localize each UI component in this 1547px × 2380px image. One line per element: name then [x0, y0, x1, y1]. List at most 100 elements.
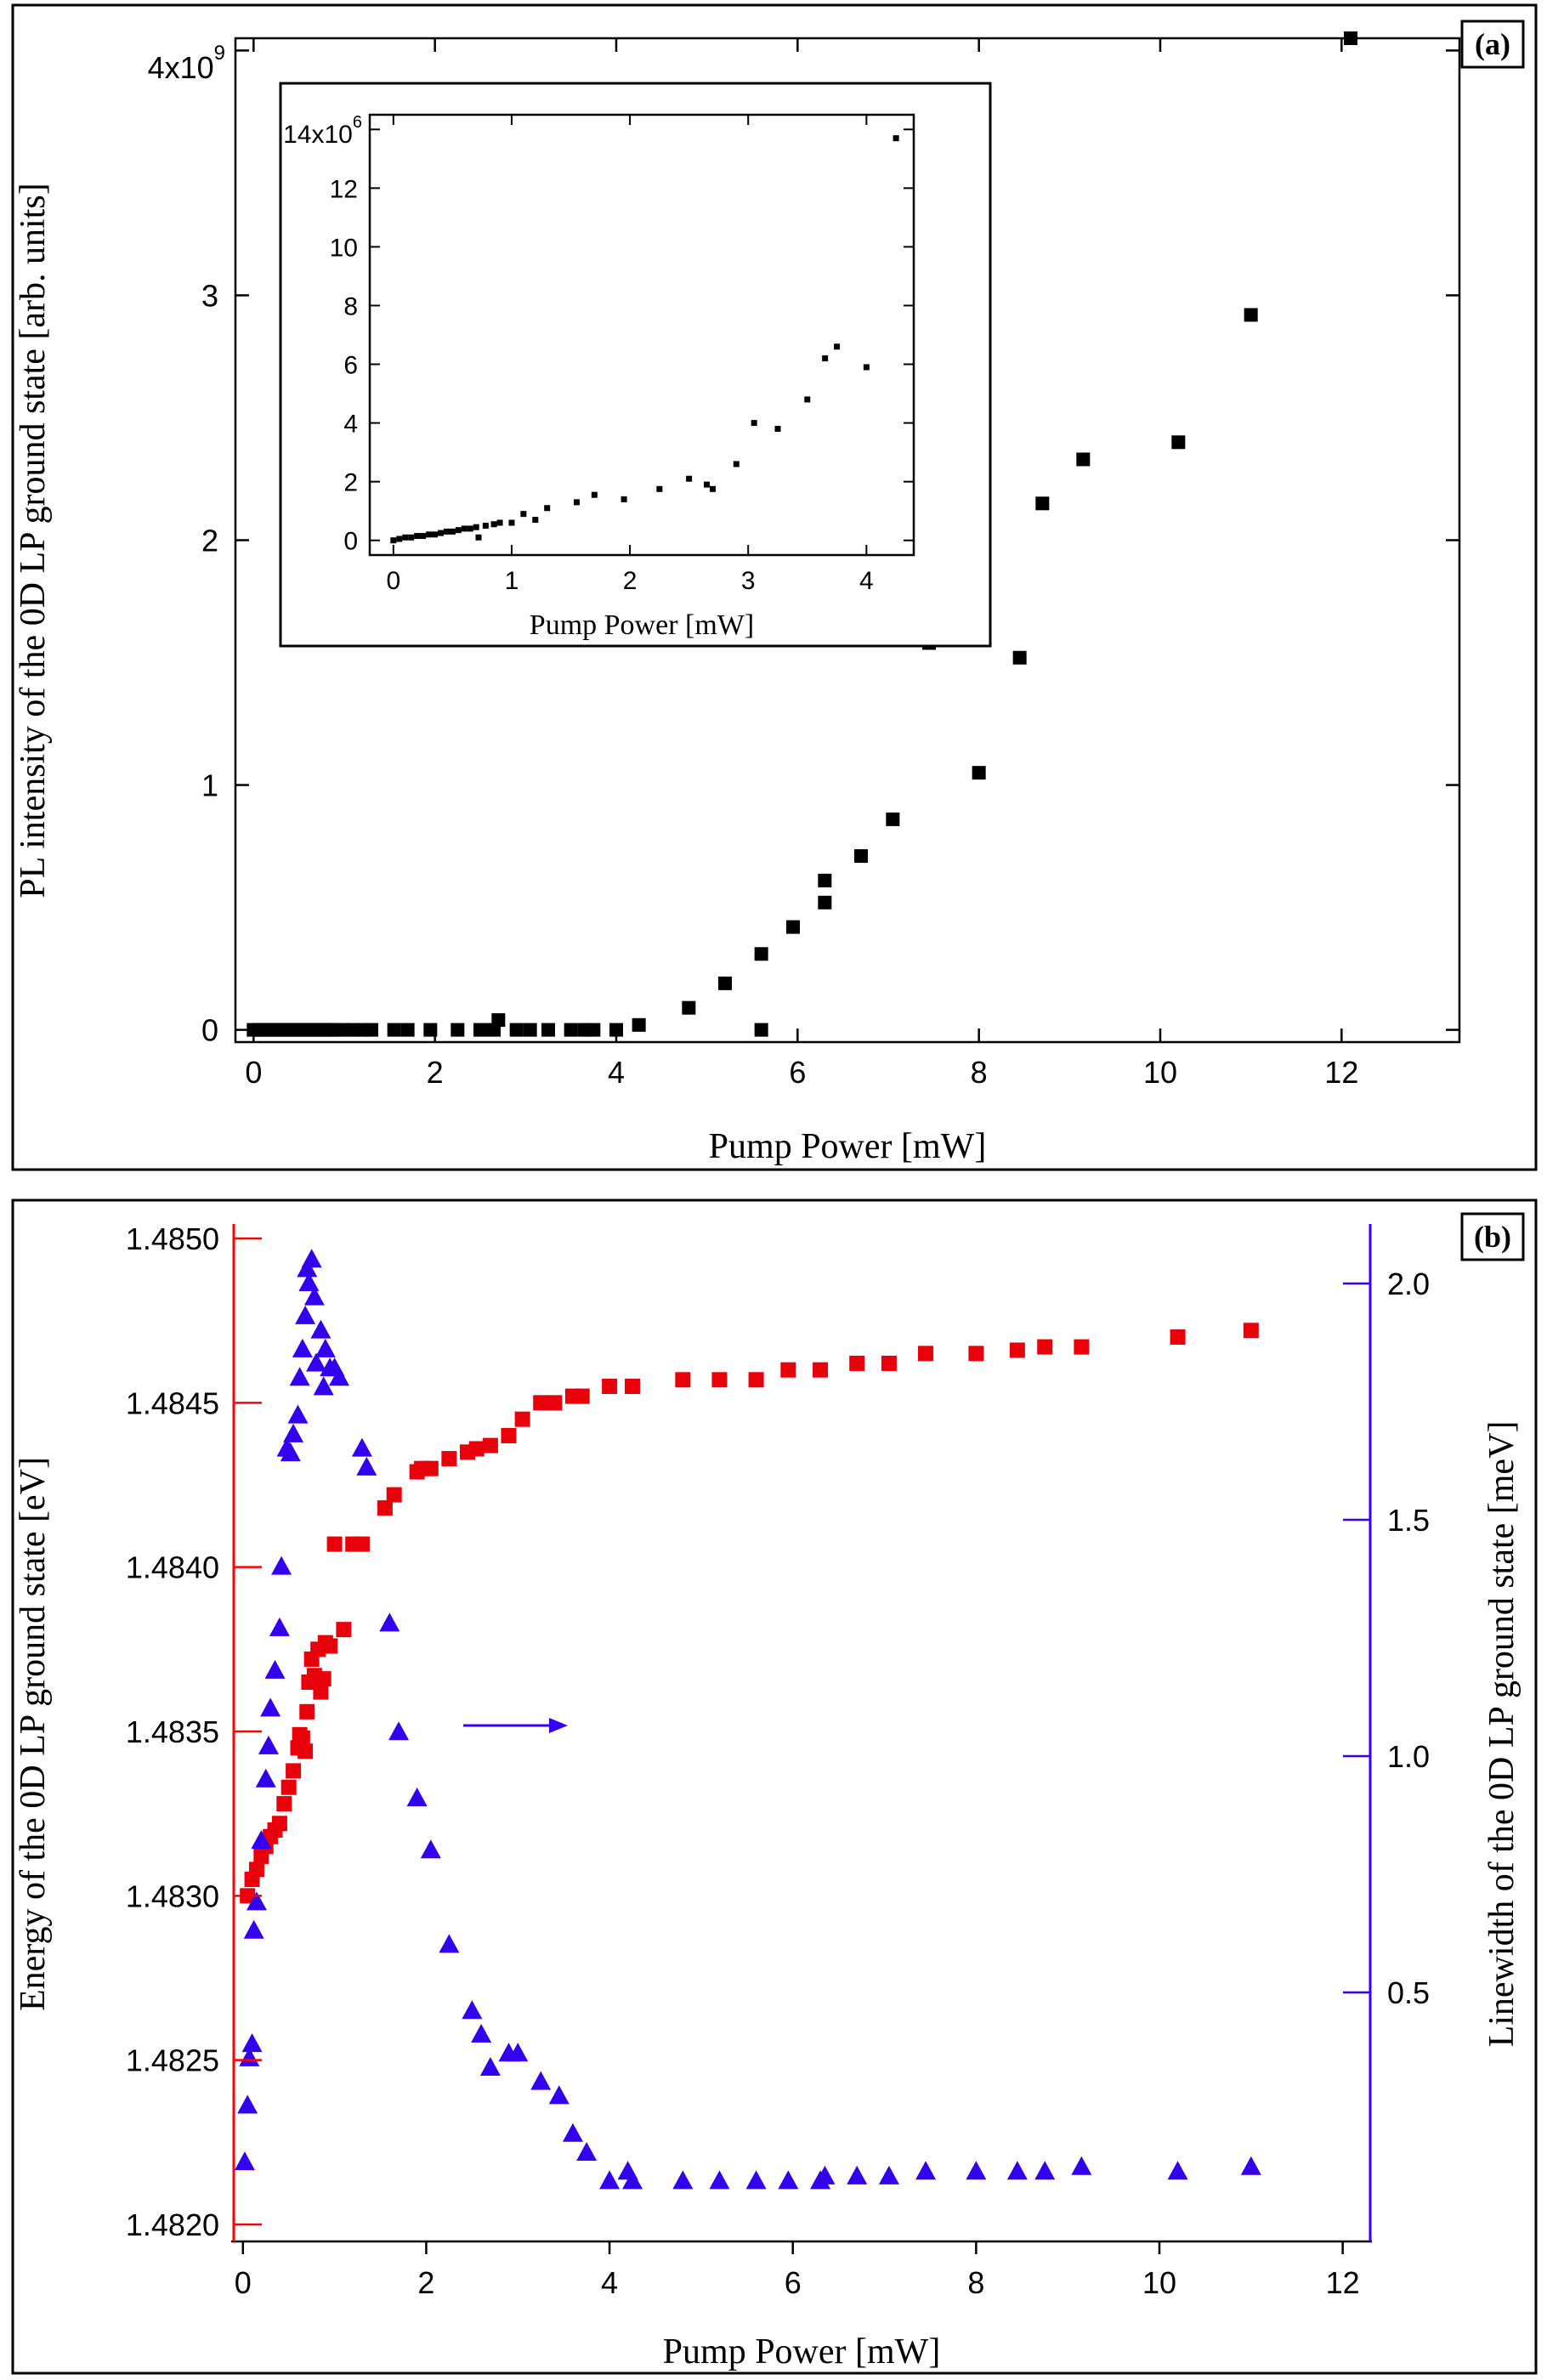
- inset-y-tick-label: 10: [330, 234, 358, 262]
- panel-a-x-tick-label: 0: [245, 1055, 262, 1090]
- linewidth-point: [260, 1697, 281, 1717]
- energy-point: [354, 1536, 370, 1552]
- inset-point: [390, 537, 397, 544]
- linewidth-point: [356, 1456, 377, 1476]
- linewidth-point: [471, 2024, 492, 2043]
- inset-data-points: [390, 135, 899, 544]
- inset-y-tick-label: 8: [343, 292, 358, 320]
- panel-a-frame: [11, 3, 1538, 1171]
- panel-a-point: [754, 947, 768, 961]
- panel-b: 0 2 4 6 8 10 12 1.4820 1.4825 1.4830 1.4835 1.4840 1…: [11, 1198, 1538, 2375]
- energy-point: [501, 1428, 517, 1443]
- energy-point: [813, 1362, 829, 1378]
- inset-frame: [279, 82, 992, 648]
- inset-point: [449, 528, 456, 535]
- panel-a-point: [1076, 452, 1091, 467]
- energy-point: [298, 1743, 314, 1760]
- inset-point: [467, 525, 473, 532]
- inset-point: [751, 420, 757, 427]
- panel-b-x-tick-label: 10: [1142, 2265, 1176, 2300]
- panel-a-point: [632, 1017, 646, 1032]
- panel-a-point: [818, 895, 832, 910]
- panel-b-right-tick-label: 0.5: [1387, 1975, 1430, 2010]
- energy-point: [881, 1355, 897, 1371]
- linewidth-point: [314, 1338, 336, 1357]
- linewidth-point: [258, 1735, 279, 1754]
- linewidth-point: [878, 2165, 899, 2184]
- linewidth-point: [289, 1367, 310, 1386]
- linewidth-point: [388, 1721, 410, 1741]
- linewidth-point: [814, 2165, 836, 2184]
- panel-a-point: [523, 1023, 537, 1037]
- panel-a-point: [473, 1023, 487, 1037]
- panel-b-x-tick-label: 6: [785, 2265, 802, 2300]
- energy-point: [315, 1671, 332, 1687]
- energy-point: [286, 1763, 302, 1779]
- inset-x-tick-label: 1: [505, 567, 519, 595]
- energy-point: [533, 1395, 549, 1411]
- inset-point: [709, 485, 716, 492]
- panel-a-point: [1344, 31, 1357, 45]
- energy-point: [441, 1451, 457, 1467]
- linewidth-point: [439, 1934, 460, 1953]
- panel-a-y-tick-label: 1: [201, 768, 218, 803]
- inset-point: [834, 343, 841, 350]
- panel-b-left-tick-label: 1.4840: [126, 1550, 219, 1585]
- energy-point: [849, 1355, 865, 1371]
- inset-point: [686, 475, 693, 482]
- energy-point: [336, 1622, 352, 1638]
- panel-b-right-axis-label: Linewidth of the 0D LP ground state [meV…: [1482, 1421, 1522, 2048]
- energy-point: [468, 1441, 484, 1457]
- panel-b-left-tick-label: 1.4820: [126, 2207, 219, 2242]
- panel-a-x-axis-label: Pump Power [mW]: [709, 1127, 987, 1166]
- energy-point: [386, 1487, 402, 1503]
- panel-a-point: [509, 1023, 524, 1037]
- linewidth-point: [287, 1404, 309, 1424]
- panel-a-point: [854, 849, 868, 864]
- inset-point: [774, 426, 781, 433]
- energy-point: [602, 1379, 618, 1394]
- inset-y-tick-label: 6: [343, 352, 358, 380]
- energy-point: [280, 1779, 297, 1795]
- inset-point: [496, 519, 503, 526]
- panel-a-point: [541, 1023, 555, 1037]
- energy-point: [322, 1638, 338, 1654]
- panel-a-label-box: [1460, 20, 1525, 69]
- linewidth-point: [306, 1352, 327, 1372]
- panel-a-point: [718, 976, 732, 990]
- linewidth-point: [237, 2094, 258, 2114]
- energy-point: [748, 1372, 764, 1388]
- inset-point: [443, 528, 450, 535]
- energy-point: [1243, 1323, 1259, 1339]
- energy-point: [514, 1411, 530, 1427]
- panel-a-point: [400, 1023, 415, 1037]
- panel-b-x-tick-label: 2: [417, 2265, 434, 2300]
- panel-b-label-box: [1460, 1212, 1525, 1261]
- panel-b-x-tick-label: 0: [235, 2265, 252, 2300]
- inset-point: [426, 531, 433, 538]
- energy-point: [547, 1395, 563, 1411]
- linewidth-point: [778, 2170, 799, 2190]
- linewidth-point: [310, 1319, 332, 1339]
- inset-y-tick-label: 4: [343, 411, 358, 439]
- linewidth-point: [241, 2033, 263, 2053]
- arrow-head: [549, 1718, 568, 1733]
- energy-point: [625, 1379, 641, 1394]
- linewidth-point: [328, 1367, 349, 1386]
- linewidth-point: [303, 1286, 325, 1306]
- linewidth-point: [406, 1788, 428, 1807]
- linewidth-point: [530, 2071, 552, 2090]
- linewidth-point: [709, 2170, 730, 2190]
- panel-a-point: [586, 1023, 601, 1037]
- inset-point: [892, 135, 899, 142]
- energy-point: [968, 1346, 984, 1362]
- inset-x-axis-label: Pump Power [mW]: [530, 609, 754, 641]
- panel-b-x-tick-label: 8: [967, 2265, 984, 2300]
- panel-a-point: [886, 812, 900, 826]
- linewidth-point: [292, 1338, 313, 1357]
- inset-point: [396, 536, 403, 542]
- panel-b-x-tick-label: 4: [601, 2265, 618, 2300]
- linewidth-point: [915, 2161, 937, 2180]
